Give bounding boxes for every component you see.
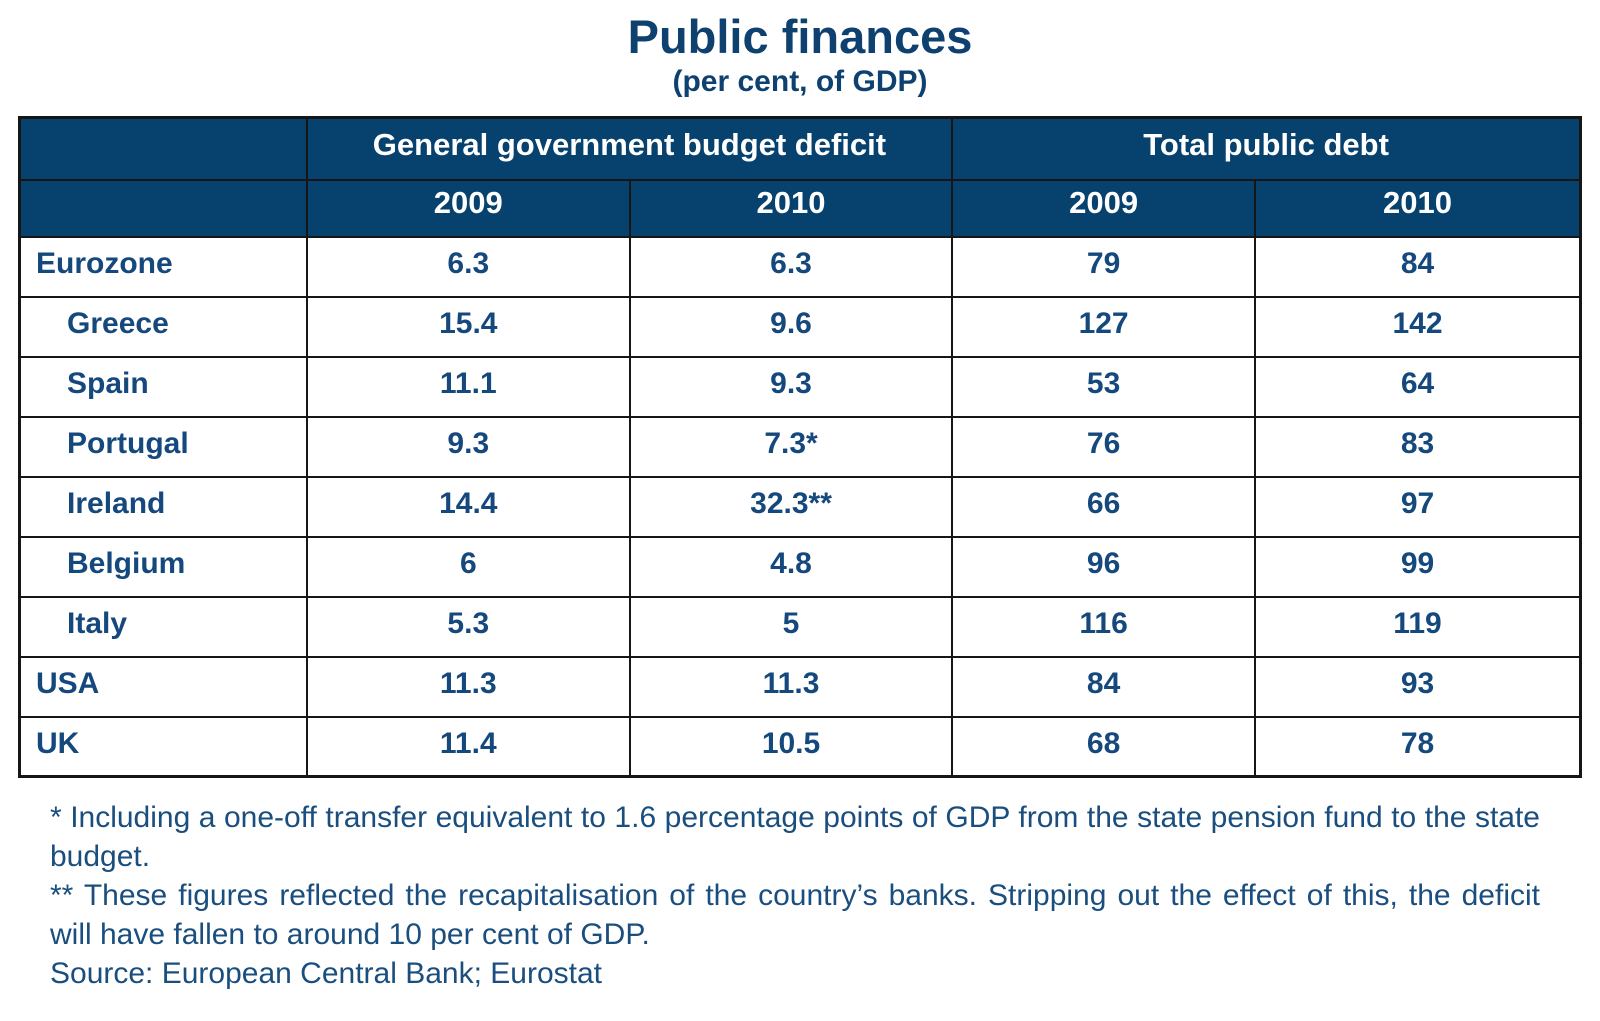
debt-2009-value: 79 (951, 235, 1257, 298)
debt-2009-header: 2009 (951, 178, 1257, 238)
deficit-2010-value: 5 (628, 595, 954, 658)
debt-2009-value: 66 (951, 475, 1257, 538)
empty-header-cell (18, 178, 308, 238)
debt-2009-value: 127 (951, 295, 1257, 358)
column-group-header-row: General government budget deficit Total … (18, 116, 1582, 181)
deficit-2009-header: 2009 (305, 178, 631, 238)
debt-2010-header: 2010 (1254, 178, 1582, 238)
debt-2009-value: 96 (951, 535, 1257, 598)
row-label: Spain (18, 355, 308, 418)
deficit-2010-value: 6.3 (628, 235, 954, 298)
deficit-2010-value: 9.6 (628, 295, 954, 358)
row-label: Ireland (18, 475, 308, 538)
deficit-2010-value: 10.5 (628, 715, 954, 778)
debt-2009-value: 53 (951, 355, 1257, 418)
debt-2009-value: 116 (951, 595, 1257, 658)
debt-group-header: Total public debt (951, 116, 1582, 181)
row-label: UK (18, 715, 308, 778)
table-row-portugal: Portugal 9.3 7.3* 76 83 (18, 415, 1582, 478)
footnotes-block: * Including a one-off transfer equivalen… (50, 798, 1540, 993)
deficit-2010-value: 32.3** (628, 475, 954, 538)
page-title: Public finances (627, 10, 973, 63)
deficit-2009-value: 11.3 (305, 655, 631, 718)
table-row-greece: Greece 15.4 9.6 127 142 (18, 295, 1582, 358)
table-row-italy: Italy 5.3 5 116 119 (18, 595, 1582, 658)
deficit-2009-value: 14.4 (305, 475, 631, 538)
deficit-2010-value: 4.8 (628, 535, 954, 598)
public-finances-table: General government budget deficit Total … (18, 116, 1582, 778)
table-row-eurozone: Eurozone 6.3 6.3 79 84 (18, 235, 1582, 298)
table-row-ireland: Ireland 14.4 32.3** 66 97 (18, 475, 1582, 538)
deficit-2009-value: 5.3 (305, 595, 631, 658)
deficit-2010-value: 9.3 (628, 355, 954, 418)
footnote-one-off-transfer: * Including a one-off transfer equivalen… (50, 801, 1540, 873)
debt-2009-value: 76 (951, 415, 1257, 478)
deficit-2009-value: 11.1 (305, 355, 631, 418)
debt-2009-value: 68 (951, 715, 1257, 778)
deficit-group-header: General government budget deficit (305, 116, 954, 181)
debt-2010-value: 84 (1254, 235, 1582, 298)
row-label: Italy (18, 595, 308, 658)
debt-2009-value: 84 (951, 655, 1257, 718)
deficit-2009-value: 9.3 (305, 415, 631, 478)
debt-2010-value: 64 (1254, 355, 1582, 418)
debt-2010-value: 99 (1254, 535, 1582, 598)
table-row-belgium: Belgium 6 4.8 96 99 (18, 535, 1582, 598)
debt-2010-value: 78 (1254, 715, 1582, 778)
footnote-recapitalisation: ** These figures reflected the recapital… (50, 879, 1540, 951)
row-label: Portugal (18, 415, 308, 478)
deficit-2010-value: 11.3 (628, 655, 954, 718)
deficit-2009-value: 6.3 (305, 235, 631, 298)
empty-header-cell (18, 116, 308, 181)
table-row-uk: UK 11.4 10.5 68 78 (18, 715, 1582, 778)
row-label: Greece (18, 295, 308, 358)
debt-2010-value: 93 (1254, 655, 1582, 718)
row-label: Belgium (18, 535, 308, 598)
debt-2010-value: 83 (1254, 415, 1582, 478)
debt-2010-value: 97 (1254, 475, 1582, 538)
row-label: USA (18, 655, 308, 718)
table-row-spain: Spain 11.1 9.3 53 64 (18, 355, 1582, 418)
debt-2010-value: 119 (1254, 595, 1582, 658)
deficit-2010-value: 7.3* (628, 415, 954, 478)
table-row-usa: USA 11.3 11.3 84 93 (18, 655, 1582, 718)
deficit-2009-value: 11.4 (305, 715, 631, 778)
deficit-2009-value: 6 (305, 535, 631, 598)
page-subtitle: (per cent, of GDP) (672, 65, 928, 98)
row-label: Eurozone (18, 235, 308, 298)
debt-2010-value: 142 (1254, 295, 1582, 358)
deficit-2010-header: 2010 (628, 178, 954, 238)
source-line: Source: European Central Bank; Eurostat (50, 957, 602, 990)
deficit-2009-value: 15.4 (305, 295, 631, 358)
year-header-row: 2009 2010 2009 2010 (18, 178, 1582, 238)
